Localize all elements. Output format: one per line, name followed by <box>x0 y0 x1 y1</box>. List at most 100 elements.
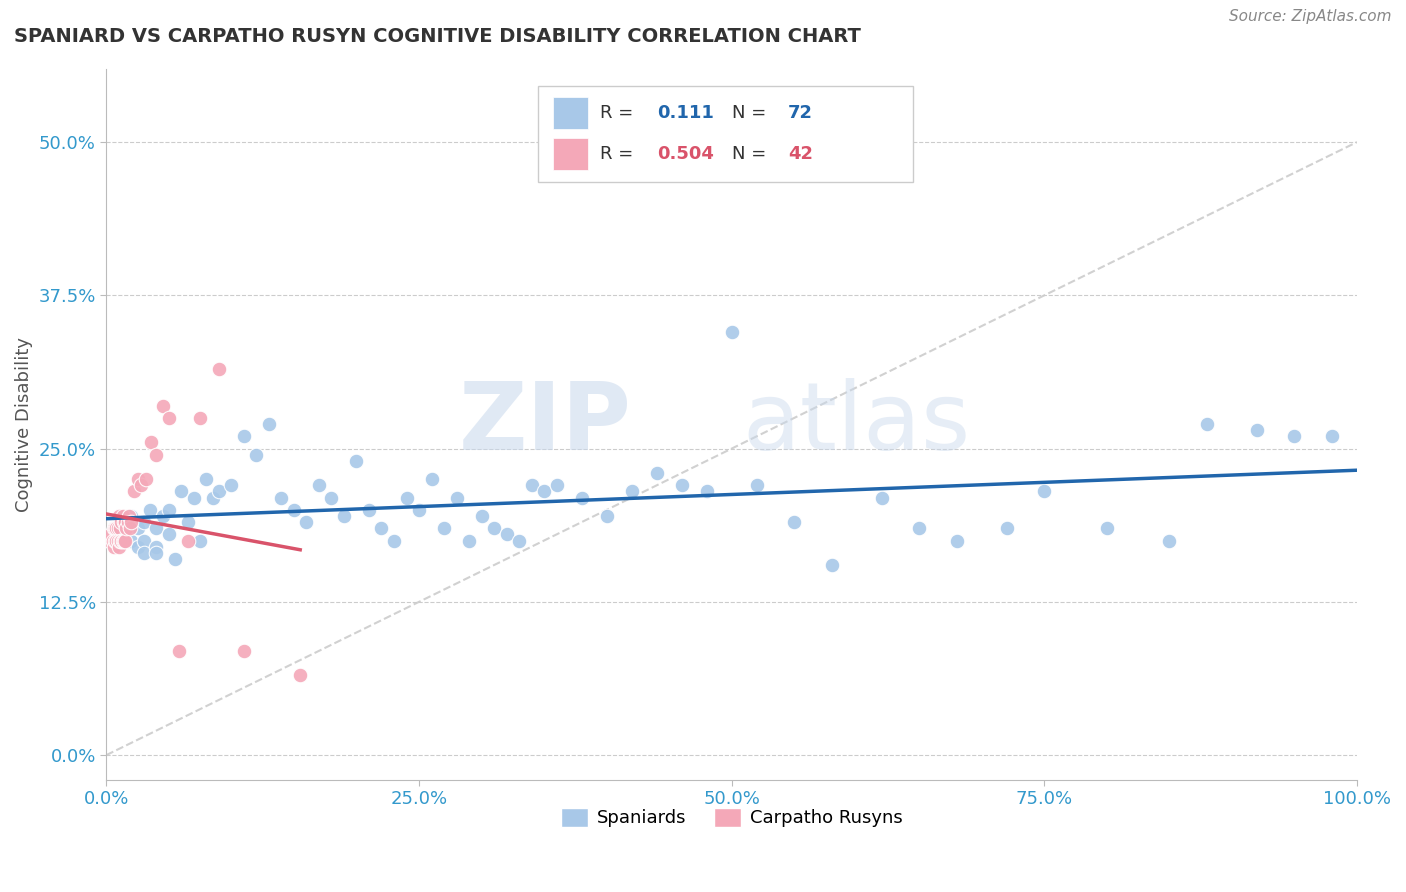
Text: N =: N = <box>731 145 772 163</box>
Point <box>408 503 430 517</box>
Point <box>110 515 132 529</box>
Point <box>783 515 806 529</box>
Point <box>1159 533 1181 548</box>
Text: Source: ZipAtlas.com: Source: ZipAtlas.com <box>1229 9 1392 24</box>
Point <box>420 472 443 486</box>
Point <box>533 484 555 499</box>
Point <box>132 533 155 548</box>
Point <box>446 491 468 505</box>
Point <box>98 533 121 548</box>
Point <box>482 521 505 535</box>
Point <box>201 491 224 505</box>
Point <box>188 533 211 548</box>
Point <box>112 533 135 548</box>
Point <box>107 521 129 535</box>
FancyBboxPatch shape <box>538 87 912 182</box>
Point <box>103 540 125 554</box>
Point <box>135 472 157 486</box>
Point <box>821 558 844 572</box>
Point <box>946 533 969 548</box>
Point <box>104 521 127 535</box>
Point <box>110 533 132 548</box>
Point <box>145 521 167 535</box>
Point <box>1095 521 1118 535</box>
Point <box>357 503 380 517</box>
Point <box>1195 417 1218 431</box>
Point <box>141 435 163 450</box>
Point <box>290 668 312 682</box>
Point <box>101 533 124 548</box>
Point <box>108 521 131 535</box>
FancyBboxPatch shape <box>553 97 588 129</box>
Text: 0.111: 0.111 <box>657 104 713 122</box>
Point <box>870 491 893 505</box>
Point <box>105 521 128 535</box>
Point <box>152 399 174 413</box>
Point <box>1246 423 1268 437</box>
Point <box>108 533 131 548</box>
Point <box>346 454 368 468</box>
Point <box>245 448 267 462</box>
Point <box>208 362 231 376</box>
Point <box>308 478 330 492</box>
Point <box>127 521 149 535</box>
Text: SPANIARD VS CARPATHO RUSYN COGNITIVE DISABILITY CORRELATION CHART: SPANIARD VS CARPATHO RUSYN COGNITIVE DIS… <box>14 27 860 45</box>
Point <box>120 508 142 523</box>
Point <box>232 429 254 443</box>
Point <box>120 515 142 529</box>
Point <box>1284 429 1306 443</box>
Point <box>114 515 136 529</box>
Point <box>131 478 153 492</box>
Text: 72: 72 <box>787 104 813 122</box>
Point <box>470 508 492 523</box>
Point <box>208 484 231 499</box>
Point <box>108 508 131 523</box>
Point <box>108 540 131 554</box>
Point <box>696 484 718 499</box>
Point <box>104 533 127 548</box>
Point <box>105 533 128 548</box>
Point <box>1320 429 1343 443</box>
Point <box>195 472 218 486</box>
Point <box>108 521 131 535</box>
Point <box>283 503 305 517</box>
Point <box>295 515 318 529</box>
Point <box>115 521 138 535</box>
Point <box>157 503 180 517</box>
Point <box>145 540 167 554</box>
Point <box>645 466 668 480</box>
Text: 42: 42 <box>787 145 813 163</box>
Point <box>257 417 280 431</box>
Point <box>127 472 149 486</box>
Point <box>720 325 742 339</box>
Point <box>495 527 517 541</box>
Point <box>671 478 693 492</box>
Text: R =: R = <box>600 145 640 163</box>
Point <box>103 521 125 535</box>
Y-axis label: Cognitive Disability: Cognitive Disability <box>15 336 32 512</box>
Point <box>333 508 356 523</box>
Text: R =: R = <box>600 104 645 122</box>
Point <box>188 411 211 425</box>
Point <box>433 521 456 535</box>
Point <box>122 484 145 499</box>
Point <box>111 508 134 523</box>
Point <box>745 478 768 492</box>
Point <box>100 527 122 541</box>
Text: ZIP: ZIP <box>458 378 631 470</box>
Point <box>395 491 418 505</box>
Point <box>620 484 643 499</box>
Text: N =: N = <box>731 104 772 122</box>
FancyBboxPatch shape <box>553 138 588 169</box>
Point <box>152 508 174 523</box>
Point <box>176 515 198 529</box>
Point <box>995 521 1018 535</box>
Point <box>165 552 187 566</box>
Point <box>139 503 162 517</box>
Point <box>1033 484 1056 499</box>
Point <box>232 644 254 658</box>
Point <box>120 533 142 548</box>
Point <box>221 478 243 492</box>
Text: atlas: atlas <box>742 378 972 470</box>
Point <box>114 533 136 548</box>
